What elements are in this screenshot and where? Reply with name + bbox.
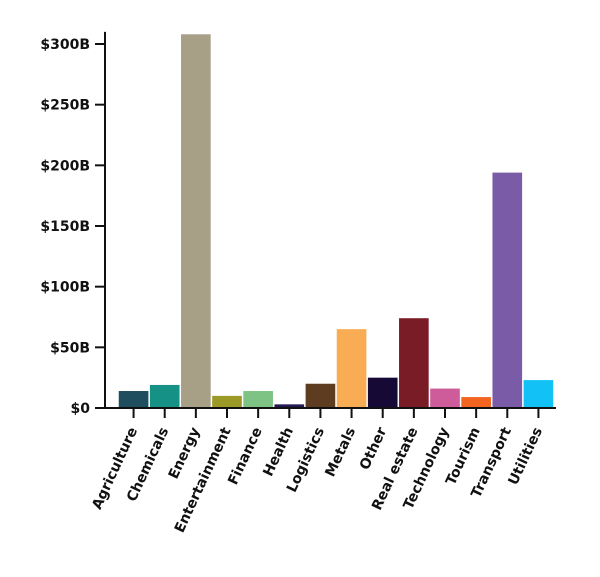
bar-chemicals xyxy=(149,384,180,408)
bar-utilities xyxy=(523,380,554,408)
x-tick-label: Metals xyxy=(322,425,359,480)
bar-metals xyxy=(336,329,367,408)
y-axis: $0 $50B $100B $150B $200B $250B $300B xyxy=(40,31,106,417)
bar-entertainment xyxy=(212,395,242,408)
y-tick-label: $300B xyxy=(40,37,90,53)
bar-technology xyxy=(430,388,460,408)
bar-tourism xyxy=(461,397,491,408)
y-tick-label: $200B xyxy=(40,158,90,174)
y-tick-label: $250B xyxy=(40,98,90,114)
bar-energy xyxy=(181,34,211,408)
y-tick-label: $150B xyxy=(40,219,90,235)
bar-transport xyxy=(492,172,523,408)
y-tick-label: $50B xyxy=(50,340,90,356)
x-tick-label: Other xyxy=(357,425,391,473)
bar-health xyxy=(274,404,305,408)
y-tick-label: $0 xyxy=(71,401,91,417)
bar-real-estate xyxy=(399,318,429,408)
bar-agriculture xyxy=(118,391,149,408)
bar-logistics xyxy=(305,383,336,408)
bar-finance xyxy=(243,391,273,408)
x-axis: AgricultureChemicalsEnergyEntertainmentF… xyxy=(89,407,556,535)
bars xyxy=(118,34,554,408)
y-tick-label: $100B xyxy=(40,280,90,296)
bar-other xyxy=(367,377,398,408)
